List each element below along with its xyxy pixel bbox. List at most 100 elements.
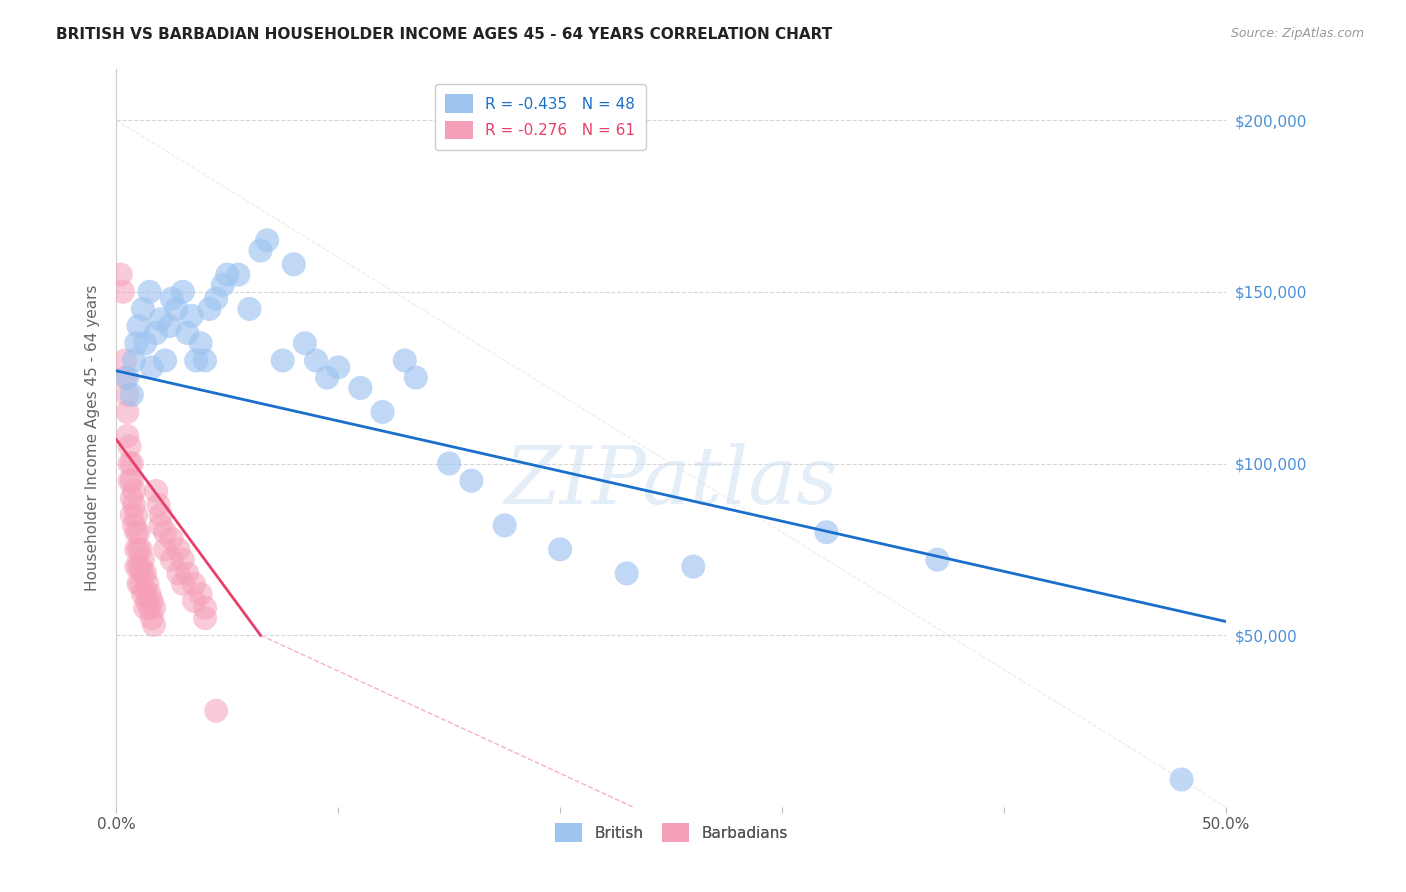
Point	[294, 336, 316, 351]
Point	[283, 257, 305, 271]
Point	[328, 360, 350, 375]
Point	[122, 353, 145, 368]
Point	[682, 559, 704, 574]
Point	[114, 370, 136, 384]
Point	[172, 285, 194, 299]
Point	[125, 525, 148, 540]
Point	[143, 600, 166, 615]
Point	[145, 483, 167, 498]
Point	[129, 576, 152, 591]
Point	[125, 559, 148, 574]
Point	[149, 518, 172, 533]
Point	[129, 559, 152, 574]
Point	[180, 309, 202, 323]
Point	[134, 566, 156, 581]
Point	[141, 360, 163, 375]
Point	[194, 353, 217, 368]
Point	[172, 576, 194, 591]
Point	[141, 594, 163, 608]
Point	[134, 583, 156, 598]
Point	[145, 326, 167, 340]
Point	[132, 566, 155, 581]
Point	[160, 552, 183, 566]
Point	[160, 292, 183, 306]
Point	[159, 319, 181, 334]
Point	[153, 353, 176, 368]
Point	[616, 566, 638, 581]
Point	[141, 611, 163, 625]
Point	[138, 587, 160, 601]
Text: ZIPatlas: ZIPatlas	[505, 443, 838, 521]
Point	[127, 525, 149, 540]
Point	[548, 542, 571, 557]
Y-axis label: Householder Income Ages 45 - 64 years: Householder Income Ages 45 - 64 years	[86, 285, 100, 591]
Point	[238, 301, 260, 316]
Point	[167, 566, 190, 581]
Point	[121, 474, 143, 488]
Point	[167, 542, 190, 557]
Point	[117, 429, 139, 443]
Point	[138, 285, 160, 299]
Point	[371, 405, 394, 419]
Point	[117, 370, 139, 384]
Point	[165, 301, 187, 316]
Point	[349, 381, 371, 395]
Point	[125, 542, 148, 557]
Point	[460, 474, 482, 488]
Point	[198, 301, 221, 316]
Point	[183, 576, 205, 591]
Point	[134, 600, 156, 615]
Point	[494, 518, 516, 533]
Point	[138, 600, 160, 615]
Point	[111, 285, 134, 299]
Point	[176, 326, 198, 340]
Point	[121, 508, 143, 522]
Point	[176, 566, 198, 581]
Point	[122, 518, 145, 533]
Point	[149, 312, 172, 326]
Point	[143, 618, 166, 632]
Point	[927, 552, 949, 566]
Point	[190, 587, 212, 601]
Point	[405, 370, 427, 384]
Point	[194, 611, 217, 625]
Point	[217, 268, 239, 282]
Point	[122, 483, 145, 498]
Point	[134, 336, 156, 351]
Point	[121, 388, 143, 402]
Point	[149, 508, 172, 522]
Point	[148, 498, 170, 512]
Point	[127, 559, 149, 574]
Point	[132, 587, 155, 601]
Point	[160, 532, 183, 546]
Point	[271, 353, 294, 368]
Point	[153, 542, 176, 557]
Point	[194, 600, 217, 615]
Point	[118, 474, 141, 488]
Point	[394, 353, 416, 368]
Point	[127, 542, 149, 557]
Point	[205, 704, 228, 718]
Point	[205, 292, 228, 306]
Point	[172, 552, 194, 566]
Point	[118, 457, 141, 471]
Point	[125, 336, 148, 351]
Point	[211, 277, 233, 292]
Point	[127, 576, 149, 591]
Point	[183, 594, 205, 608]
Point	[256, 233, 278, 247]
Point	[114, 353, 136, 368]
Point	[437, 457, 460, 471]
Text: BRITISH VS BARBADIAN HOUSEHOLDER INCOME AGES 45 - 64 YEARS CORRELATION CHART: BRITISH VS BARBADIAN HOUSEHOLDER INCOME …	[56, 27, 832, 42]
Point	[129, 542, 152, 557]
Point	[132, 301, 155, 316]
Point	[117, 405, 139, 419]
Point	[121, 457, 143, 471]
Text: Source: ZipAtlas.com: Source: ZipAtlas.com	[1230, 27, 1364, 40]
Point	[117, 388, 139, 402]
Point	[122, 498, 145, 512]
Point	[228, 268, 250, 282]
Point	[249, 244, 271, 258]
Point	[153, 525, 176, 540]
Point	[190, 336, 212, 351]
